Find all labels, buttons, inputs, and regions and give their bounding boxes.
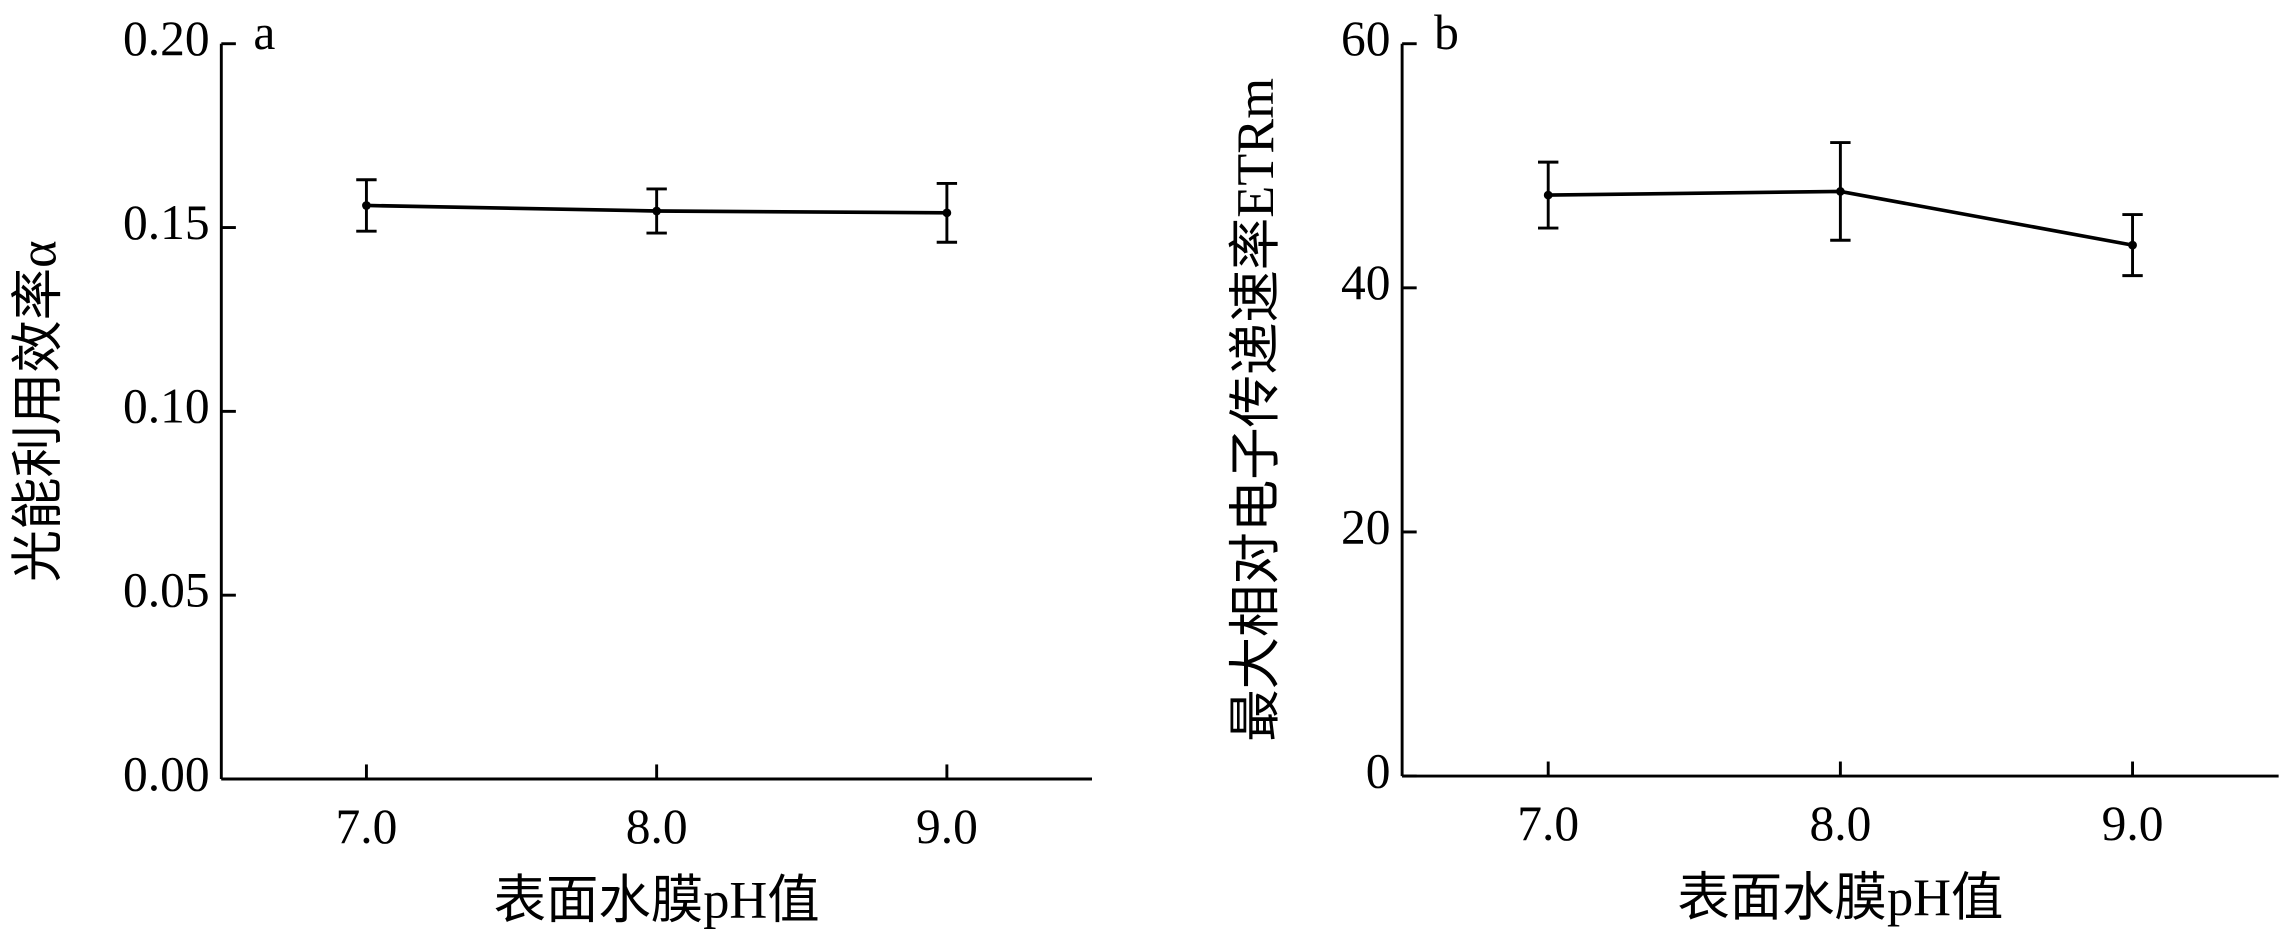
point: [942, 208, 952, 218]
x-axis-title: 表面水膜pH值: [494, 872, 820, 930]
x-tick-label: 7.0: [335, 799, 397, 854]
panel-label: b: [1434, 5, 1459, 60]
y-tick-label: 0.20: [123, 11, 210, 66]
panel-label: a: [253, 5, 275, 60]
y-tick-label: 60: [1341, 11, 1391, 66]
y-tick-label: 20: [1341, 499, 1391, 554]
x-tick-label: 8.0: [626, 799, 688, 854]
x-tick-label: 8.0: [1809, 796, 1871, 851]
x-tick-label: 9.0: [2102, 796, 2164, 851]
y-tick-label: 0.10: [123, 379, 210, 434]
y-tick-label: 40: [1341, 255, 1391, 310]
y-tick-label: 0.15: [123, 195, 210, 250]
x-tick-label: 7.0: [1517, 796, 1579, 851]
x-tick-label: 9.0: [916, 799, 978, 854]
y-tick-label: 0.05: [123, 563, 210, 618]
point: [652, 206, 662, 216]
point: [1836, 187, 1845, 196]
x-axis-title: 表面水膜pH值: [1677, 869, 2003, 927]
y-tick-label: 0: [1366, 743, 1391, 798]
point: [1543, 190, 1553, 200]
point: [2128, 240, 2137, 250]
point: [362, 201, 371, 210]
y-axis-title: 最大相对电子传递速率ETRm: [1227, 78, 1285, 742]
y-axis-title: 光能利用效率α: [10, 240, 68, 582]
y-tick-label: 0.00: [123, 746, 210, 801]
